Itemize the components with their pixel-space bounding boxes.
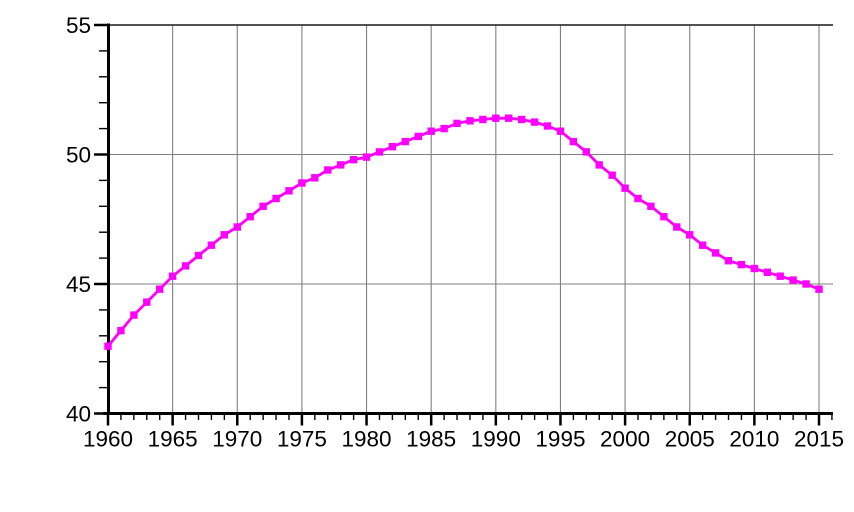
data-point-2014 [802, 280, 810, 288]
data-point-1980 [362, 153, 371, 161]
x-tick-label-2015: 2015 [794, 427, 844, 452]
data-point-2009 [737, 260, 746, 269]
data-point-1974 [285, 187, 293, 195]
data-point-2010 [750, 264, 759, 273]
data-point-2004 [673, 223, 681, 231]
data-point-1972 [259, 202, 267, 210]
data-point-1999 [608, 171, 616, 179]
x-tick-label-1990: 1990 [471, 427, 521, 452]
x-tick-label-1960: 1960 [83, 427, 133, 452]
data-point-2005 [686, 231, 694, 239]
data-point-1996 [569, 137, 578, 146]
data-point-2011 [763, 268, 771, 276]
data-point-1987 [453, 119, 461, 128]
data-point-2002 [647, 202, 655, 210]
data-point-1961 [117, 326, 125, 335]
data-point-1992 [518, 115, 526, 124]
data-point-1968 [207, 241, 216, 249]
data-point-1966 [181, 262, 190, 270]
data-point-1964 [156, 285, 164, 293]
data-point-1967 [194, 251, 203, 260]
data-point-1979 [349, 156, 358, 164]
data-point-1976 [311, 174, 319, 182]
data-point-1975 [298, 179, 306, 187]
data-point-1965 [168, 272, 177, 280]
data-point-2008 [724, 257, 733, 265]
data-point-1990 [492, 114, 500, 122]
data-point-1991 [505, 114, 513, 122]
data-point-1982 [388, 143, 397, 151]
data-point-2003 [660, 213, 668, 221]
data-point-2013 [789, 276, 797, 284]
x-tick-label-1970: 1970 [212, 427, 262, 452]
data-point-1973 [272, 194, 280, 203]
data-point-2000 [621, 184, 629, 192]
data-point-1989 [479, 115, 487, 124]
data-point-2015 [815, 285, 823, 293]
x-tick-label-2000: 2000 [600, 427, 650, 452]
x-tick-label-2005: 2005 [665, 427, 715, 452]
data-point-1978 [337, 161, 345, 169]
data-point-1962 [130, 311, 138, 319]
y-tick-label-40: 40 [66, 402, 91, 427]
data-point-1981 [375, 148, 384, 156]
data-point-1970 [233, 223, 241, 231]
data-point-2007 [711, 249, 720, 257]
series-line-value [106, 116, 821, 348]
data-point-2006 [699, 241, 707, 249]
x-tick-label-1965: 1965 [148, 427, 198, 452]
data-point-1969 [220, 231, 228, 239]
data-point-1988 [466, 117, 474, 125]
x-tick-label-2010: 2010 [729, 427, 779, 452]
y-tick-label-55: 55 [66, 13, 91, 38]
data-point-1993 [530, 118, 539, 126]
x-tick-label-1980: 1980 [342, 427, 392, 452]
x-tick-label-1995: 1995 [535, 427, 585, 452]
data-point-1963 [143, 298, 151, 306]
data-point-1995 [556, 127, 565, 135]
data-point-1994 [543, 122, 552, 130]
data-point-1986 [440, 124, 448, 133]
x-tick-label-1985: 1985 [406, 427, 456, 452]
y-tick-label-50: 50 [66, 143, 91, 168]
data-point-1985 [427, 127, 435, 135]
data-point-2001 [634, 194, 642, 203]
data-point-1997 [582, 148, 590, 156]
data-point-1971 [246, 213, 254, 221]
x-tick-label-1975: 1975 [277, 427, 327, 452]
data-point-1977 [324, 166, 332, 174]
y-tick-label-45: 45 [66, 272, 91, 297]
data-point-1984 [414, 132, 422, 141]
data-point-1998 [595, 161, 603, 169]
data-point-1983 [401, 137, 409, 146]
data-point-2012 [776, 272, 784, 280]
data-point-1960 [104, 342, 112, 350]
